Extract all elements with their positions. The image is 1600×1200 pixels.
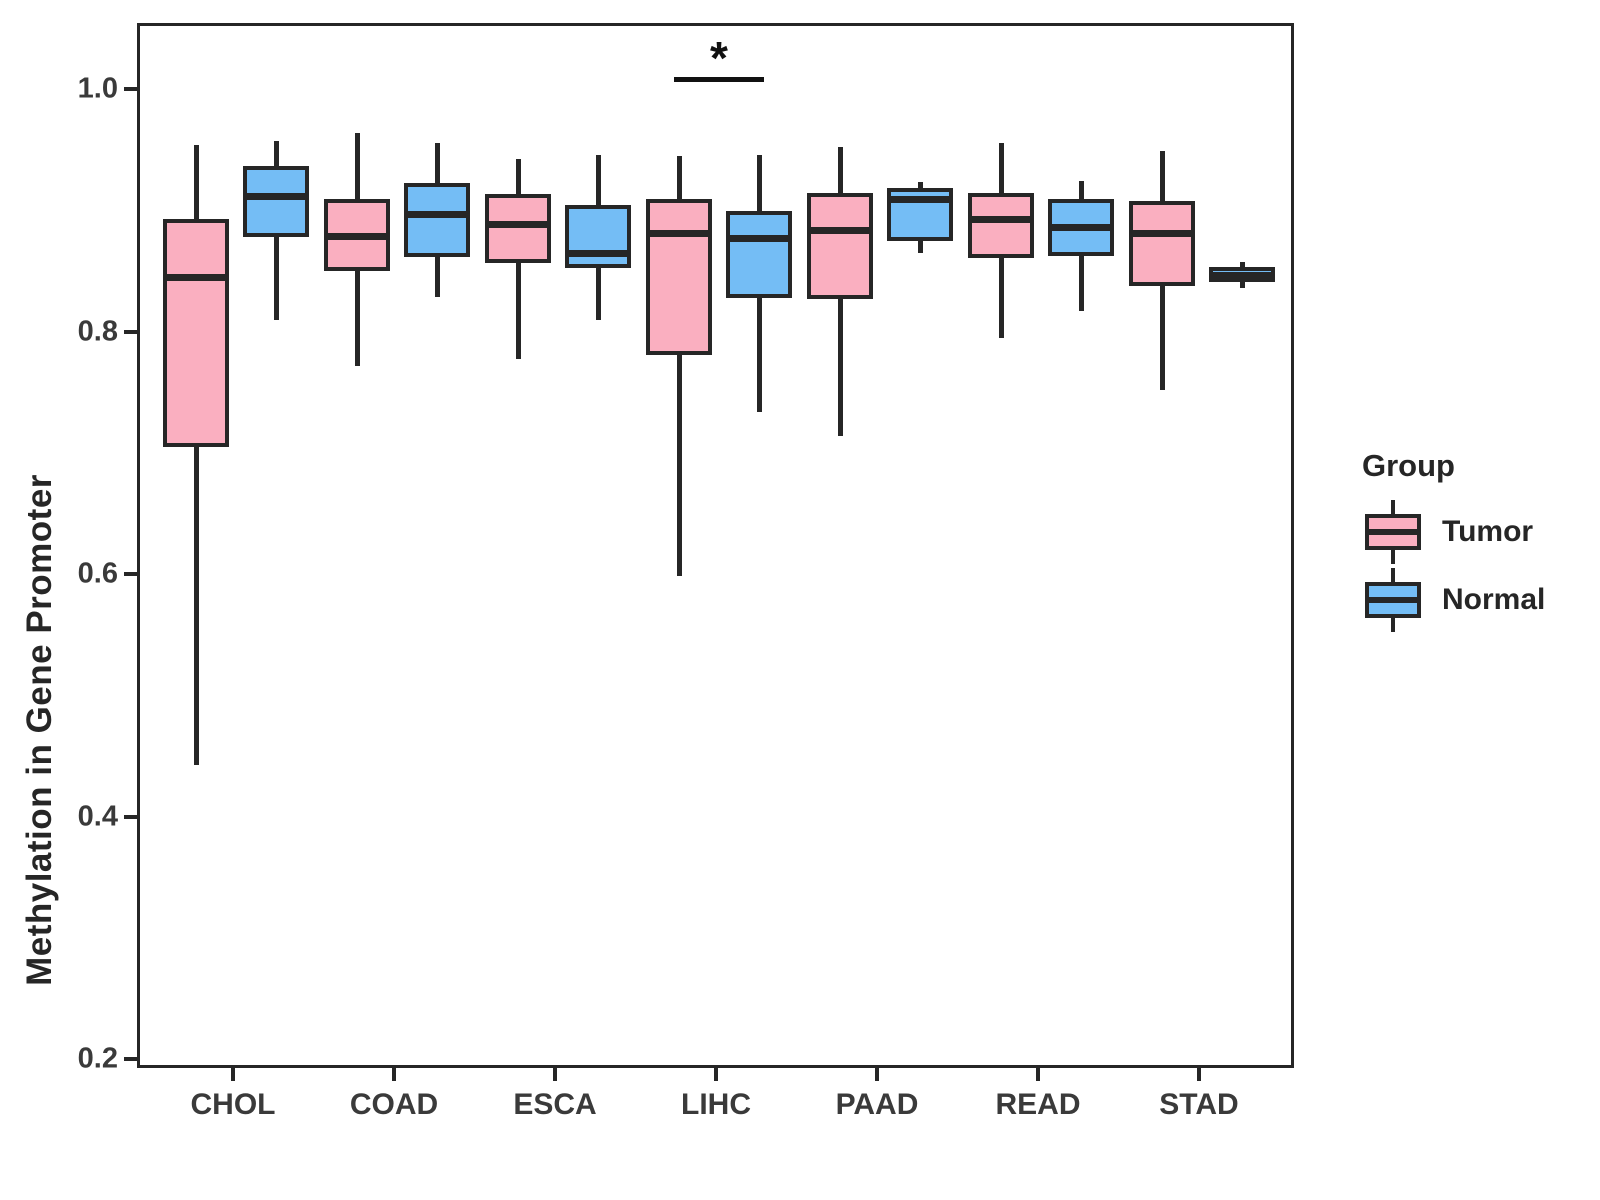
y-tick-label: 0.8 — [77, 315, 118, 347]
boxplot-median — [730, 235, 788, 243]
legend-label: Tumor — [1442, 515, 1534, 548]
boxplot-box-tumor — [324, 198, 390, 272]
boxplot-whisker — [676, 156, 682, 576]
y-tick-label: 0.2 — [77, 1042, 118, 1075]
x-tick-mark — [875, 1068, 879, 1081]
boxplot-median — [1213, 271, 1271, 279]
legend-item-normal: Normal — [1362, 566, 1545, 634]
y-axis-title: Methylation in Gene Promoter — [20, 474, 59, 986]
x-tick-label: STAD — [1159, 1088, 1239, 1121]
y-tick-label: 0.4 — [77, 800, 118, 832]
y-tick-mark — [124, 1057, 137, 1061]
boxplot-median — [1052, 224, 1110, 232]
y-tick-mark — [124, 87, 137, 91]
legend-median — [1369, 597, 1417, 603]
boxplot-key-icon — [1362, 500, 1424, 564]
x-tick-label: PAAD — [835, 1088, 919, 1121]
x-tick-label: ESCA — [513, 1088, 597, 1121]
legend-box — [1365, 582, 1421, 618]
boxplot-box-tumor — [485, 193, 551, 263]
boxplot-box-tumor — [807, 192, 873, 300]
significance-bracket — [674, 77, 764, 83]
boxplot-median — [891, 196, 949, 204]
x-tick-mark — [231, 1068, 235, 1081]
boxplot-box-tumor — [163, 219, 229, 448]
boxplot-box-normal — [243, 165, 309, 238]
legend: Group Tumor Normal — [1362, 448, 1545, 634]
y-tick-label: 1.0 — [77, 72, 118, 105]
y-tick-mark — [124, 329, 137, 334]
boxplot-key-icon — [1362, 568, 1424, 632]
boxplot-box-tumor — [646, 198, 712, 356]
boxplot-median — [489, 220, 547, 228]
x-tick-mark — [553, 1068, 557, 1081]
x-tick-mark — [1197, 1068, 1201, 1081]
boxplot-median — [328, 232, 386, 240]
boxplot-median — [1133, 230, 1191, 238]
boxplot-box-normal — [404, 182, 470, 257]
boxplot-box-normal — [1048, 198, 1114, 256]
boxplot-box-normal — [887, 187, 953, 242]
plot-panel: * — [137, 23, 1294, 1068]
y-tick-mark — [124, 814, 137, 819]
x-tick-label: READ — [995, 1088, 1081, 1121]
boxplot-median — [569, 249, 627, 257]
boxplot-median — [650, 230, 708, 238]
boxplot-box-normal — [726, 210, 792, 299]
legend-title: Group — [1362, 448, 1455, 483]
x-tick-label: CHOL — [190, 1088, 276, 1121]
y-tick-mark — [124, 572, 137, 576]
legend-box — [1365, 514, 1421, 550]
significance-star: * — [710, 32, 728, 85]
boxplot-box-normal — [1209, 266, 1275, 283]
boxplot-median — [972, 215, 1030, 223]
boxplot-box-tumor — [1129, 201, 1195, 286]
boxplot-median — [408, 210, 466, 218]
legend-items: Tumor Normal — [1362, 498, 1545, 634]
y-tick-label: 0.6 — [77, 557, 118, 590]
x-tick-mark — [392, 1068, 396, 1081]
x-tick-mark — [1036, 1068, 1040, 1081]
x-tick-label: LIHC — [681, 1088, 751, 1121]
boxplot-box-normal — [565, 204, 631, 268]
boxplot-median — [167, 274, 225, 281]
x-tick-mark — [714, 1068, 718, 1081]
boxplot-median — [247, 192, 305, 200]
boxplot-median — [811, 226, 869, 234]
boxplot-whisker — [193, 145, 199, 765]
legend-item-tumor: Tumor — [1362, 498, 1545, 566]
legend-median — [1369, 529, 1417, 535]
boxplot-box-tumor — [968, 192, 1034, 259]
legend-label: Normal — [1442, 583, 1546, 616]
x-tick-label: COAD — [349, 1088, 439, 1121]
